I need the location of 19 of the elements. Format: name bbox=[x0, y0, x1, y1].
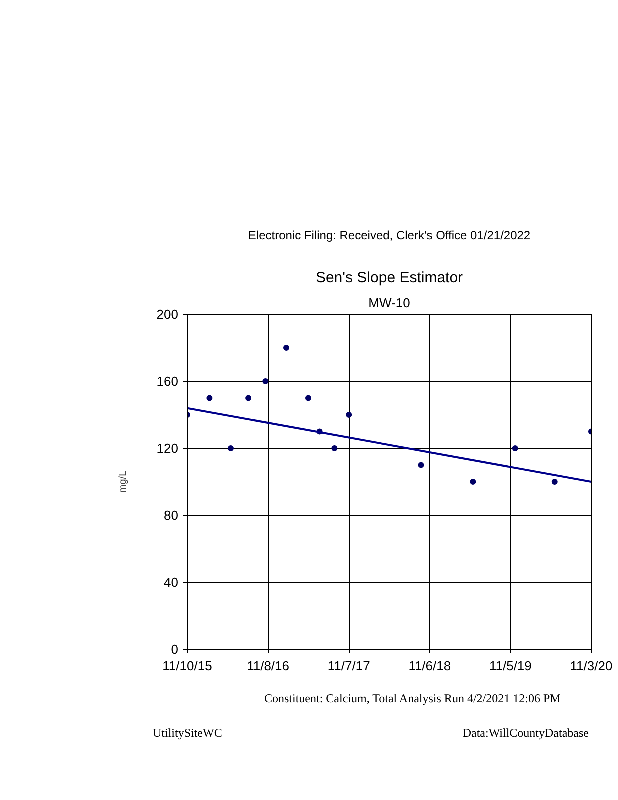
y-tick-label: 160 bbox=[156, 374, 179, 389]
x-tick-label: 11/8/16 bbox=[247, 658, 290, 674]
text: Constituent: Calcium, Total Analysis Run 4/2/2021 12:06 PM bbox=[264, 692, 562, 706]
x-tick-label: 11/10/15 bbox=[162, 658, 212, 674]
chart-subtitle: MW-10 bbox=[368, 296, 410, 310]
y-tick-label: 0 bbox=[171, 642, 179, 657]
y-tick-label: 120 bbox=[156, 441, 179, 456]
text: Data:WillCountyDatabase bbox=[462, 726, 589, 740]
x-tick-label: 11/3/20 bbox=[570, 658, 613, 674]
x-tick-label: 11/7/17 bbox=[328, 658, 370, 674]
y-tick-label: 200 bbox=[156, 307, 179, 322]
text: Electronic Filing: Received, Clerk's Office 01/21/2022 bbox=[248, 228, 531, 242]
y-tick-label: 40 bbox=[164, 575, 179, 590]
y-axis-title: mg/L bbox=[118, 470, 129, 494]
x-tick-label: 11/6/18 bbox=[408, 658, 452, 674]
chart-title: Sen's Slope Estimator bbox=[316, 270, 464, 286]
x-tick-label: 11/5/19 bbox=[489, 658, 532, 674]
text: UtilitySiteWC bbox=[153, 726, 222, 740]
y-tick-label: 80 bbox=[164, 508, 179, 523]
